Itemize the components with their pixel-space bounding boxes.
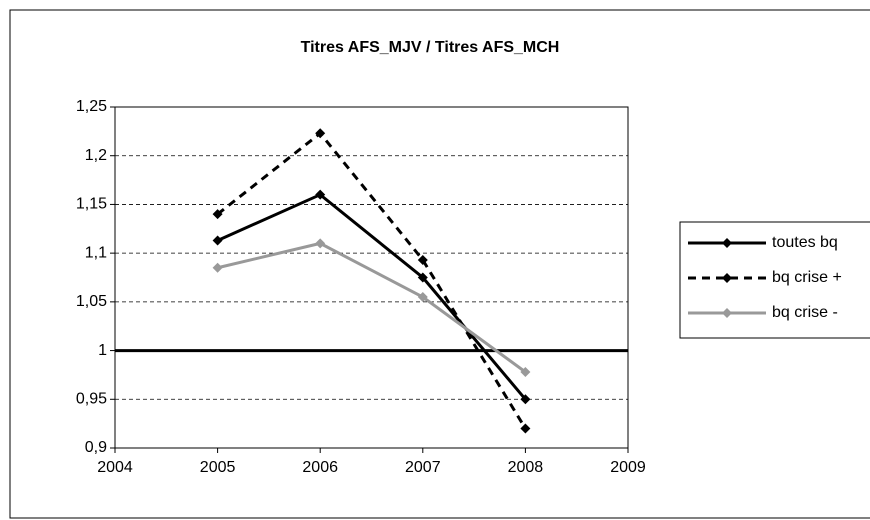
marker	[520, 394, 531, 405]
legend-label: bq crise +	[772, 269, 842, 286]
plot-border	[114, 106, 629, 449]
marker	[315, 189, 326, 200]
y-tick-label: 1	[98, 342, 107, 359]
marker	[417, 272, 428, 283]
marker	[520, 367, 531, 378]
marker	[315, 238, 326, 249]
series-line	[216, 192, 527, 401]
x-tick-label: 2009	[610, 459, 646, 476]
y-tick-label: 0,9	[85, 439, 107, 456]
marker	[520, 423, 531, 434]
marker	[722, 273, 732, 283]
y-tick-label: 1,05	[76, 293, 107, 310]
marker	[212, 209, 223, 220]
marker	[315, 128, 326, 139]
marker	[417, 291, 428, 302]
marker	[212, 235, 223, 246]
marker	[722, 308, 732, 318]
y-tick-label: 1,1	[85, 244, 107, 261]
y-tick-label: 1,15	[76, 196, 107, 213]
x-tick-label: 2004	[97, 459, 133, 476]
y-tick-label: 0,95	[76, 391, 107, 408]
marker	[417, 254, 428, 265]
y-tick-label: 1,25	[76, 98, 107, 115]
legend-box	[679, 221, 870, 339]
marker	[212, 262, 223, 273]
legend-label: toutes bq	[772, 234, 838, 251]
x-tick-label: 2005	[200, 459, 236, 476]
series-line	[217, 241, 527, 374]
series-line	[216, 131, 527, 430]
x-tick-label: 2006	[302, 459, 338, 476]
chart-title: Titres AFS_MJV / Titres AFS_MCH	[301, 39, 560, 56]
x-tick-label: 2008	[508, 459, 544, 476]
marker	[722, 238, 732, 248]
x-tick-label: 2007	[405, 459, 441, 476]
legend-label: bq crise -	[772, 304, 838, 321]
y-tick-label: 1,2	[85, 147, 107, 164]
